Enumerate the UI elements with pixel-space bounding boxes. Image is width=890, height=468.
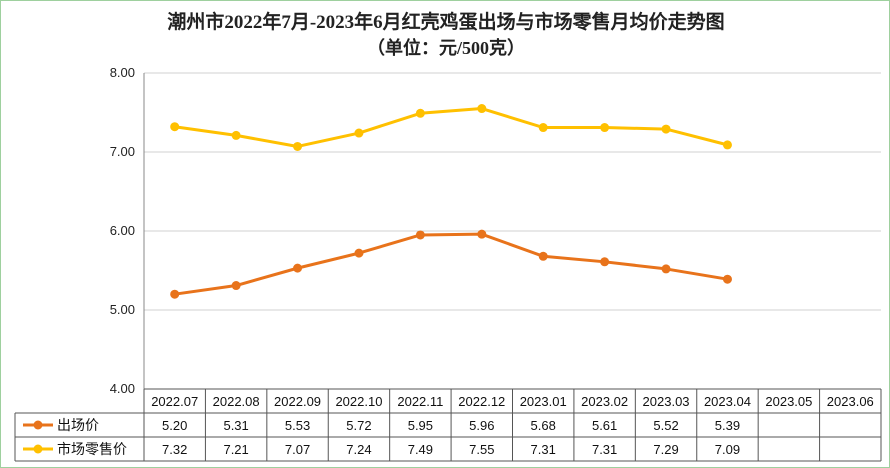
data-table-value: 7.09 [715, 442, 740, 457]
data-point [170, 289, 180, 299]
data-point [477, 104, 487, 114]
y-tick-label: 5.00 [110, 302, 135, 317]
legend-label: 出场价 [57, 417, 99, 433]
y-tick-label: 8.00 [110, 65, 135, 80]
data-table-value: 7.07 [285, 442, 310, 457]
x-category-label: 2022.08 [213, 394, 260, 409]
data-point [538, 123, 548, 133]
data-point [661, 264, 671, 274]
data-point [722, 140, 732, 150]
data-table-value: 5.52 [653, 418, 678, 433]
data-point [354, 248, 364, 258]
x-category-label: 2022.07 [151, 394, 198, 409]
x-category-label: 2023.06 [827, 394, 874, 409]
data-point [538, 251, 548, 261]
x-category-label: 2022.11 [397, 394, 443, 409]
gridlines [144, 72, 881, 390]
data-table-value: 7.29 [653, 442, 678, 457]
data-table-value: 7.32 [162, 442, 187, 457]
x-category-label: 2023.04 [704, 394, 751, 409]
y-tick-label: 6.00 [110, 223, 135, 238]
data-table-value: 5.95 [408, 418, 433, 433]
series-lines [170, 104, 732, 299]
data-table-value: 7.49 [408, 442, 433, 457]
data-table-value: 5.31 [223, 418, 248, 433]
x-category-label: 2022.12 [458, 394, 505, 409]
data-table-value: 5.68 [531, 418, 556, 433]
data-point [293, 263, 303, 273]
data-table: 2022.07 2022.08 2022.09 2022.10 2022.11 2022.… [14, 388, 882, 462]
chart-title: 潮州市2022年7月-2023年6月红壳鸡蛋出场与市场零售月均价走势图 [167, 10, 724, 33]
legend-swatch-marker [33, 420, 43, 430]
data-table-value: 7.55 [469, 442, 494, 457]
x-category-label: 2023.05 [765, 394, 812, 409]
x-category-label: 2023.01 [520, 394, 567, 409]
x-category-label: 2022.09 [274, 394, 321, 409]
data-table-value: 5.72 [346, 418, 371, 433]
data-point [722, 274, 732, 284]
legend-swatch-marker [33, 444, 43, 454]
data-point [477, 229, 487, 239]
x-category-label: 2023.03 [643, 394, 690, 409]
y-tick-label: 7.00 [110, 144, 135, 159]
data-point [415, 108, 425, 118]
x-category-label: 2023.02 [581, 394, 628, 409]
legend-label: 市场零售价 [57, 441, 127, 457]
data-table-value: 5.61 [592, 418, 617, 433]
x-category-label: 2022.10 [335, 394, 382, 409]
data-table-value: 5.96 [469, 418, 494, 433]
data-table-value: 5.20 [162, 418, 187, 433]
data-table-value: 7.24 [346, 442, 371, 457]
data-point [600, 257, 610, 267]
data-point [231, 130, 241, 140]
data-table-value: 5.39 [715, 418, 740, 433]
data-point [293, 141, 303, 151]
chart-subtitle: （单位：元/500克） [367, 37, 525, 58]
series-line [174, 232, 728, 296]
data-table-value: 7.21 [223, 442, 248, 457]
data-table-value: 7.31 [531, 442, 556, 457]
data-table-value: 5.53 [285, 418, 310, 433]
y-tick-label: 4.00 [110, 381, 135, 396]
data-point [661, 124, 671, 134]
data-point [170, 122, 180, 132]
data-point [354, 128, 364, 138]
data-point [231, 281, 241, 291]
y-axis: 4.00 5.00 6.00 7.00 8.00 [110, 65, 145, 396]
data-table-value: 7.31 [592, 442, 617, 457]
data-point [600, 123, 610, 133]
series-line [174, 107, 728, 148]
data-point [415, 230, 425, 240]
